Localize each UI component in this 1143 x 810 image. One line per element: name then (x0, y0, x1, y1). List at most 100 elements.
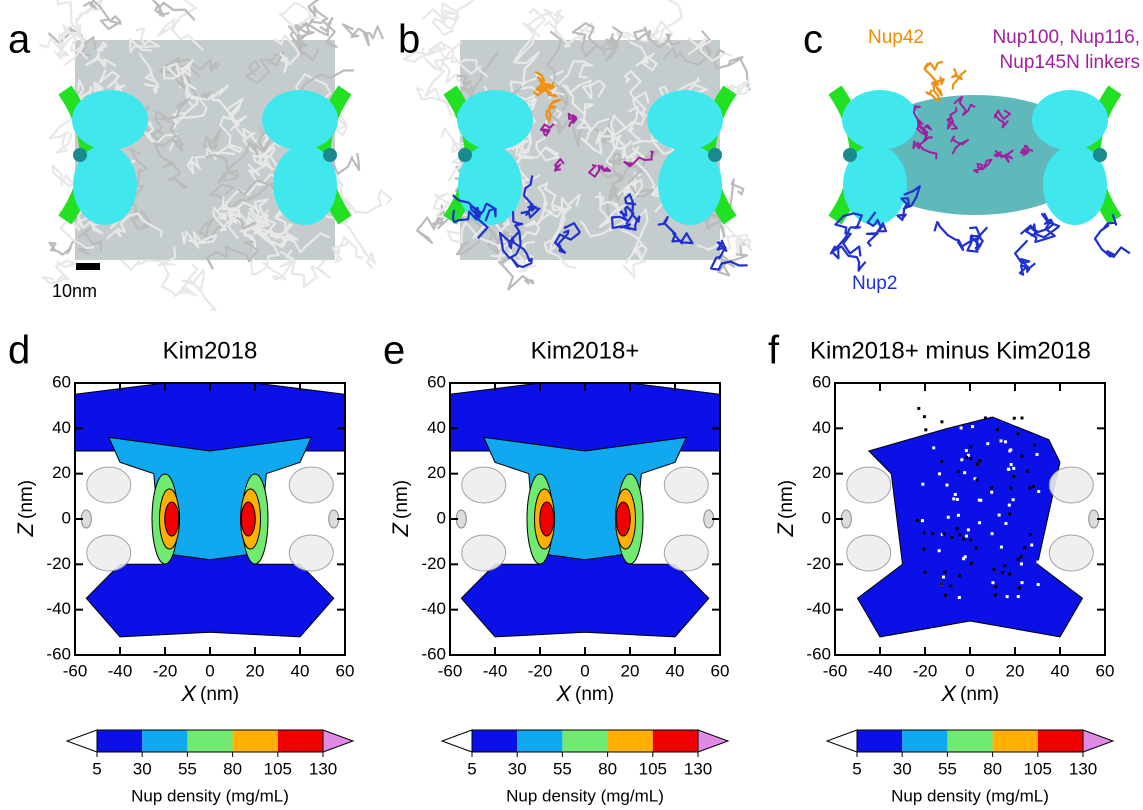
protein-strand (205, 240, 259, 270)
panel-letter: c (803, 18, 823, 62)
protein-strand (547, 110, 574, 136)
protein-strand (172, 96, 207, 129)
colorbar-segment (97, 730, 143, 752)
scaffold (72, 90, 148, 150)
noise (921, 482, 925, 486)
noise (1005, 595, 1009, 599)
y-tick-label: -60 (806, 644, 831, 663)
protein-strand (160, 262, 198, 298)
panel-letter: a (8, 18, 31, 62)
protein-strand (47, 26, 97, 57)
noise (1011, 498, 1015, 502)
protein-strand (73, 194, 105, 235)
noise (944, 593, 948, 597)
protein-strand (227, 201, 271, 240)
scale-bar-label: 10nm (52, 281, 97, 301)
noise (1007, 503, 1011, 507)
protein-strand (595, 130, 622, 167)
protein-strand (916, 122, 932, 138)
protein-strand (994, 150, 1014, 163)
protein-strand (865, 211, 888, 248)
x-tick-label: 20 (621, 661, 640, 680)
noise (1025, 469, 1029, 473)
y-tick-label: -40 (806, 599, 831, 618)
pore-outline (461, 534, 507, 572)
noise (957, 596, 961, 600)
noise (975, 462, 979, 466)
x-axis-unit: (nm) (575, 684, 614, 705)
y-tick-label: -20 (46, 554, 71, 573)
protein-strand (657, 216, 694, 245)
colorbar-tick-label: 30 (893, 759, 912, 778)
protein-strand (508, 236, 533, 269)
colorbar-segment (187, 730, 233, 752)
y-axis-label: Z (nm) (388, 480, 413, 538)
protein-strand (342, 23, 385, 47)
noise (999, 439, 1003, 443)
noise (949, 584, 953, 588)
colorbar-frame (96, 729, 324, 753)
noise (1030, 543, 1034, 547)
noise (963, 471, 967, 475)
noise (1004, 521, 1008, 525)
pore-outline (846, 466, 892, 504)
pore-outline (86, 534, 132, 572)
noise (1007, 467, 1011, 471)
plot-title: Kim2018+ (531, 337, 640, 364)
protein-strand (706, 205, 732, 238)
protein-strand (253, 198, 277, 236)
y-tick-label: 20 (427, 463, 446, 482)
protein-strand (226, 97, 252, 141)
density-contour (164, 501, 180, 537)
scaffold (273, 145, 337, 225)
protein-strand (446, 221, 505, 249)
colorbar-tick-label: 30 (508, 759, 527, 778)
noise (922, 531, 926, 535)
x-tick-label: 40 (291, 661, 310, 680)
x-tick-label: -20 (913, 661, 938, 680)
y-tick-label: 40 (427, 418, 446, 437)
y-axis-unit: (nm) (391, 480, 412, 519)
noise (958, 533, 962, 537)
protein-strand (543, 193, 581, 269)
noise (915, 431, 919, 435)
density-contour (539, 501, 555, 537)
noise (1009, 463, 1013, 467)
protein-strand (834, 212, 863, 257)
protein-strand (539, 123, 555, 138)
x-tick-label: 40 (1051, 661, 1070, 680)
protein-strand (285, 249, 331, 288)
y-tick-label: -40 (46, 599, 71, 618)
colorbar-under (440, 729, 473, 753)
noise (1018, 586, 1022, 590)
x-tick-label: -40 (483, 661, 508, 680)
colorbar-segment (1037, 730, 1083, 752)
protein-strand (56, 0, 89, 60)
protein-strand (162, 66, 197, 107)
protein-strand (1014, 239, 1036, 276)
noise (971, 425, 975, 429)
noise (958, 573, 962, 577)
noise (917, 406, 921, 410)
protein-strand (513, 8, 546, 64)
noise (1016, 557, 1020, 561)
protein-strand (609, 91, 650, 137)
y-tick-label: 20 (812, 463, 831, 482)
protein-strand (205, 154, 239, 184)
protein-strand (588, 164, 612, 178)
protein-strand (38, 29, 84, 55)
noise (945, 483, 949, 487)
colorbar-label: Nup density (mg/mL) (506, 786, 664, 805)
noise (941, 424, 945, 428)
protein-strand (451, 202, 497, 224)
protein-strand (204, 115, 244, 157)
protein-strand (331, 236, 364, 264)
plot-area (74, 382, 346, 638)
protein-strand (953, 95, 976, 116)
protein-strand (105, 212, 163, 240)
pore-outline (288, 534, 334, 572)
noise (960, 458, 964, 462)
protein-strand (716, 235, 752, 251)
pore-outline (663, 466, 709, 504)
protein-strand (416, 204, 447, 244)
